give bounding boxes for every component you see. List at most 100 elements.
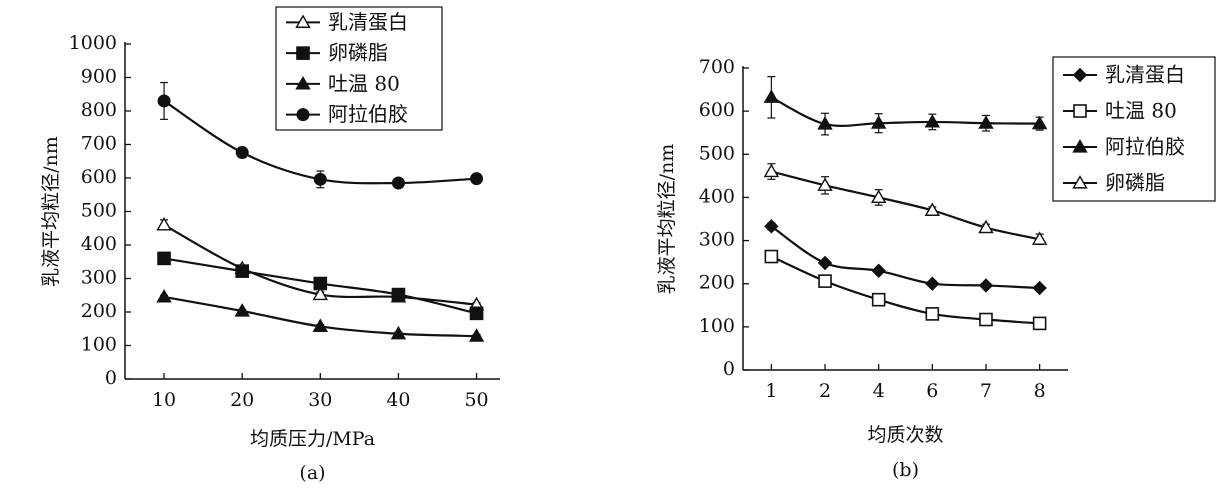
series-3-point	[390, 325, 407, 340]
series-3-point	[978, 115, 994, 129]
legend-label: 吐温 80	[328, 71, 400, 95]
series-3-point	[234, 303, 250, 317]
y-tick-label: 100	[81, 334, 117, 356]
x-tick-label: 4	[873, 380, 885, 402]
x-tick-label: 7	[980, 380, 992, 402]
series-2-point	[313, 276, 328, 291]
legend-label: 乳清蛋白	[1105, 63, 1185, 87]
legend-label: 卵磷脂	[328, 41, 388, 65]
series-2-point	[925, 307, 940, 321]
series-3-point	[1031, 115, 1048, 130]
y-tick-label: 600	[699, 99, 735, 121]
series-2-point	[235, 264, 249, 278]
y-tick-label: 0	[723, 358, 735, 380]
series-1-point	[925, 276, 940, 291]
series-2-point	[391, 287, 406, 302]
legend-marker	[296, 108, 310, 122]
y-tick-label: 700	[699, 56, 735, 78]
legend-marker	[1073, 104, 1087, 118]
y-tick-label: 300	[81, 267, 117, 289]
y-tick-label: 400	[699, 185, 735, 207]
series-4-point	[157, 94, 171, 108]
series-2-point	[1032, 316, 1047, 331]
series-4-point	[235, 146, 249, 160]
x-tick-label: 2	[819, 380, 831, 402]
series-3-point	[468, 328, 485, 342]
x-tick-label: 50	[464, 389, 488, 411]
y-tick-label: 200	[81, 300, 117, 322]
legend-label: 吐温 80	[1105, 99, 1177, 123]
legend-label: 乳清蛋白	[328, 10, 408, 34]
series-4-point	[817, 177, 833, 191]
series-1-point	[156, 216, 172, 231]
series-4-point	[870, 189, 887, 204]
y-tick-label: 800	[81, 99, 117, 121]
series-3-point	[817, 116, 833, 130]
legend-marker	[1072, 175, 1088, 189]
series-2-point	[764, 249, 779, 264]
x-tick-label: 20	[230, 389, 254, 411]
series-2-point	[979, 312, 993, 327]
series-4-point	[1031, 231, 1048, 245]
series-1-point	[978, 278, 994, 293]
y-tick-label: 400	[81, 233, 117, 255]
series-3-point	[312, 318, 329, 332]
x-tick-label: 40	[386, 389, 410, 411]
series-3-point	[924, 114, 941, 128]
series-4-point	[313, 172, 327, 186]
x-axis-title: 均质压力/MPa	[250, 428, 375, 450]
series-2-point	[469, 306, 484, 321]
x-tick-label: 30	[308, 389, 332, 411]
y-tick-label: 200	[699, 272, 735, 294]
x-tick-label: 1	[765, 380, 777, 402]
x-axis-title: 均质次数	[867, 424, 943, 446]
series-4-point	[978, 219, 994, 234]
series-2-point	[871, 292, 886, 307]
legend-marker	[295, 14, 311, 28]
legend-marker	[295, 75, 311, 90]
x-tick-label: 8	[1034, 380, 1046, 402]
panel-label: (a)	[299, 462, 325, 484]
legend-label: 阿拉伯胶	[1105, 135, 1185, 159]
y-tick-label: 900	[81, 66, 117, 88]
series-1-point	[1032, 280, 1047, 296]
series-3-point	[156, 289, 172, 303]
legend-label: 阿拉伯胶	[328, 102, 408, 126]
series-2-point	[818, 274, 832, 288]
series-4-line	[771, 170, 1040, 241]
y-tick-label: 500	[81, 200, 117, 222]
series-4-point	[924, 202, 941, 216]
panel-b: 0 100 200 300 400 500 600 700 1 2 4 6 7 8 乳液平均粒径/nm 均质次…	[656, 56, 1216, 481]
y-tick-label: 700	[81, 133, 117, 155]
legend-label: 卵磷脂	[1105, 171, 1165, 195]
y-tick-label: 300	[699, 229, 735, 251]
y-tick-label: 100	[699, 315, 735, 337]
legend-marker	[1072, 139, 1088, 153]
series-1-line	[770, 225, 1040, 290]
y-tick-label: 1000	[69, 32, 117, 54]
y-axis-title: 乳液平均粒径/nm	[656, 144, 678, 295]
series-3-point	[763, 89, 780, 103]
panel-a: 0 100 200 300 400 500 600 700 800 900 1000 10 20 30 40…	[40, 6, 500, 484]
legend-marker	[296, 46, 310, 60]
series-3-line	[770, 96, 1040, 127]
series-4-point	[763, 163, 780, 178]
panel-label: (b)	[892, 459, 919, 481]
series-1-point	[871, 263, 886, 278]
x-tick-label: 10	[152, 389, 176, 411]
y-tick-label: 500	[699, 142, 735, 164]
legend-marker	[1072, 67, 1088, 83]
x-tick-label: 6	[926, 380, 938, 402]
series-4-point	[470, 172, 484, 186]
series-1-point	[817, 255, 833, 271]
series-1-point	[312, 286, 329, 301]
y-tick-label: 600	[81, 166, 117, 188]
y-tick-label: 0	[105, 367, 117, 389]
y-axis-title: 乳液平均粒径/nm	[40, 136, 62, 287]
series-2-line	[770, 255, 1040, 325]
series-3-point	[870, 115, 887, 129]
